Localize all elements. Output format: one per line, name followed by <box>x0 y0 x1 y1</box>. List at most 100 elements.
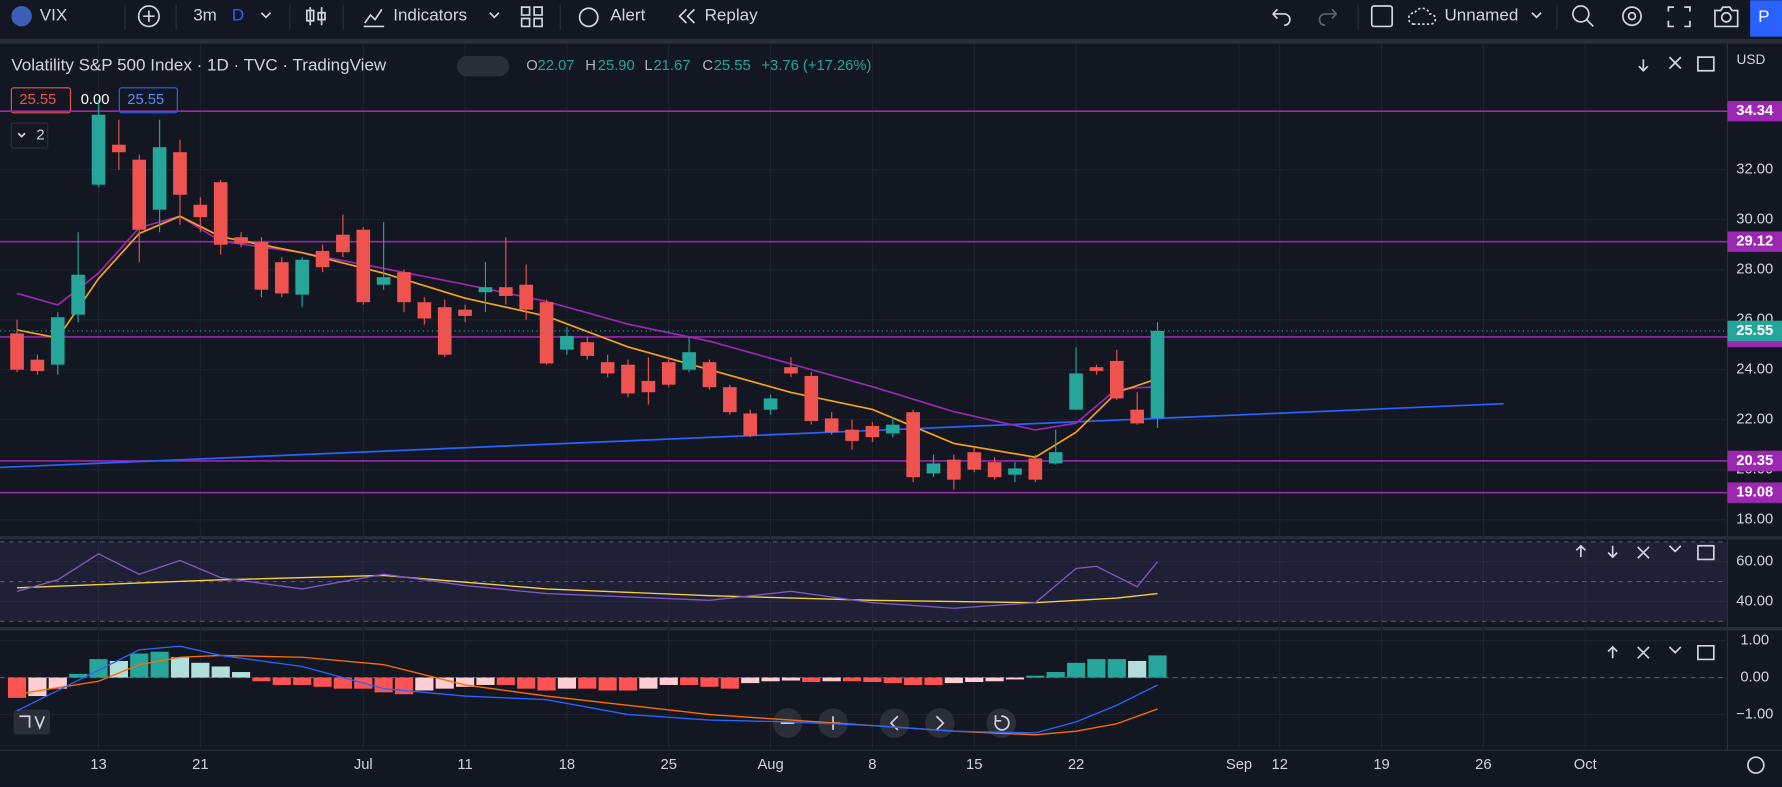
ohlc-key: L <box>644 58 652 74</box>
macd-bar <box>618 677 638 691</box>
search-icon[interactable] <box>1572 5 1590 23</box>
candle-body <box>437 307 452 355</box>
candle-body <box>356 229 371 303</box>
reset[interactable] <box>986 708 1017 738</box>
candle-body <box>519 284 534 310</box>
macd-bar <box>374 677 393 693</box>
settings-icon[interactable] <box>1622 6 1642 27</box>
price-label-bg <box>1727 100 1782 122</box>
snapshot-icon[interactable] <box>1714 6 1739 28</box>
candle-body <box>845 429 859 441</box>
layout-icon[interactable] <box>1370 5 1394 28</box>
symbol[interactable]: VIX <box>40 6 67 25</box>
macd-bar <box>7 677 27 698</box>
chevron[interactable] <box>489 12 500 19</box>
macd-bar <box>842 677 862 682</box>
price-label-bg <box>1727 320 1782 342</box>
legend: Volatility S&P 500 Index · 1D · TVC · Tr… <box>10 55 871 149</box>
reset-icon <box>994 715 1010 731</box>
macd-bar <box>822 677 841 682</box>
x-tick-label: Jul <box>354 757 373 773</box>
x-tick-label: 25 <box>661 757 677 773</box>
replay[interactable]: Replay <box>705 6 758 25</box>
macd-bar <box>231 672 251 678</box>
macd-bar <box>761 677 780 682</box>
x-tick-label: 12 <box>1272 757 1288 773</box>
macd-signal <box>16 654 1158 736</box>
y-tick-label: 28.00 <box>1736 262 1773 278</box>
right-icon <box>935 715 945 731</box>
y-tick-label: 60.00 <box>1736 554 1773 570</box>
macd-bar <box>1046 672 1065 678</box>
x-tick-label: Oct <box>1574 757 1597 773</box>
publish[interactable]: P <box>1758 7 1769 26</box>
macd-bar <box>517 677 536 689</box>
fullscreen-icon[interactable] <box>1667 6 1691 28</box>
candle-body <box>580 342 595 356</box>
candle-body <box>213 182 228 245</box>
undo-icon[interactable] <box>1272 8 1291 27</box>
publish-button[interactable] <box>1750 0 1782 37</box>
currency[interactable]: USD <box>1737 52 1766 67</box>
layout-name[interactable]: Unnamed <box>1444 6 1518 25</box>
macd-bar <box>252 677 271 682</box>
scroll-right[interactable] <box>925 708 955 738</box>
macd-bar <box>435 677 454 689</box>
axis-settings[interactable] <box>1747 756 1765 774</box>
collapse-button[interactable] <box>10 122 49 149</box>
candle-body <box>784 367 798 374</box>
candle-body <box>315 250 330 268</box>
candle-body <box>926 463 941 474</box>
macd-pane-buttons[interactable] <box>1607 644 1715 661</box>
redo-icon[interactable] <box>1318 8 1338 27</box>
logo[interactable] <box>13 709 51 735</box>
scroll-left[interactable] <box>879 708 910 738</box>
rsi-pane-buttons[interactable] <box>1575 544 1715 561</box>
macd-bar <box>700 677 719 687</box>
macd-bar <box>781 677 801 681</box>
y-tick-label: 0.00 <box>1740 669 1769 685</box>
candle-body <box>1089 367 1104 371</box>
x-tick-label: 18 <box>559 757 575 773</box>
y-tick-label: 18.00 <box>1736 512 1773 528</box>
status-pill[interactable] <box>456 55 510 77</box>
macd-bar <box>680 677 699 685</box>
candle-body <box>885 424 900 434</box>
candle-body <box>723 387 737 413</box>
interval[interactable]: 3m <box>193 6 217 25</box>
candle-body <box>1150 330 1165 418</box>
alert[interactable]: Alert <box>610 6 645 25</box>
interval-type[interactable]: D <box>232 6 244 25</box>
chart-type-icon[interactable] <box>305 7 326 26</box>
macd-bar <box>965 677 984 683</box>
macd-bar <box>1087 659 1106 678</box>
chevron <box>17 132 26 138</box>
macd-bar <box>720 677 739 689</box>
candle-body <box>1028 458 1043 480</box>
indicators-icon[interactable] <box>363 8 385 28</box>
candle-body <box>560 335 574 350</box>
navigation <box>13 708 1765 774</box>
chevron[interactable] <box>260 12 272 19</box>
indicators[interactable]: Indicators <box>393 6 467 25</box>
main-pane-buttons[interactable] <box>1638 56 1715 72</box>
alert-icon[interactable] <box>578 7 599 28</box>
price-label-bg <box>1727 231 1782 252</box>
replay-icon[interactable] <box>678 8 695 24</box>
candle-body <box>641 380 656 393</box>
compare-icon[interactable] <box>137 5 160 28</box>
chevron[interactable] <box>1531 12 1542 19</box>
flag-icon[interactable] <box>11 5 32 27</box>
ohlc-value: 25.90 <box>598 58 635 74</box>
y-tick-label: 30.00 <box>1736 212 1773 228</box>
plot-area <box>0 43 1728 751</box>
ohlc-key: C <box>702 58 713 74</box>
macd-bar <box>150 651 169 678</box>
candle-body <box>458 309 472 316</box>
legend-title: Volatility S&P 500 Index · 1D · TVC · Tr… <box>11 56 387 75</box>
candle-body <box>824 418 839 433</box>
candle-body <box>621 364 635 394</box>
collapsed-count[interactable]: 2 <box>36 127 44 143</box>
layouts-icon[interactable] <box>520 6 543 28</box>
